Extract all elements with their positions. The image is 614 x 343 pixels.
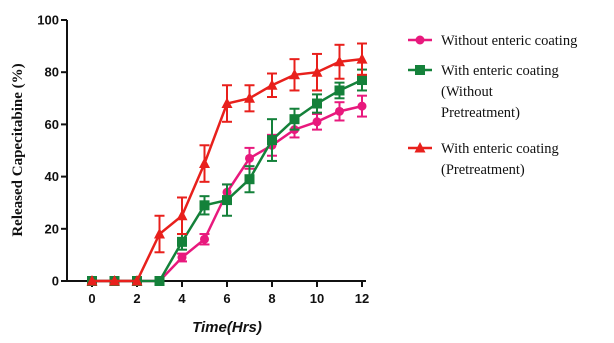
y-tick-label: 40 [45,169,59,184]
data-point [311,66,323,77]
x-tick-label: 0 [88,291,95,306]
legend-label: (Pretreatment) [441,162,525,178]
y-tick-label: 20 [45,221,59,236]
x-tick-label: 12 [355,291,369,306]
data-point [131,275,143,286]
data-point [244,174,255,185]
y-tick-label: 100 [37,13,59,28]
data-point [335,106,344,116]
y-tick-label: 80 [45,65,59,80]
data-point [244,92,255,103]
data-point [312,98,322,109]
data-point [222,195,232,206]
data-point [221,97,233,109]
data-point [289,68,300,80]
data-point [154,276,165,286]
x-axis-title: Time(Hrs) [192,319,262,336]
legend-label: Without enteric coating [441,33,577,49]
x-tick-label: 4 [178,291,186,306]
data-point [176,209,188,221]
data-point [199,200,210,211]
series-3 [86,42,368,286]
data-point [267,135,277,146]
legend-item-1: Without enteric coating [408,33,577,49]
legend-label: (Without [441,84,493,100]
data-point [357,101,367,111]
x-tick-label: 2 [133,291,140,306]
x-tick-label: 8 [268,291,275,306]
data-point [334,55,345,67]
data-point [357,75,367,86]
legend-marker [414,142,426,153]
data-point [334,85,345,96]
data-point [154,228,165,239]
data-point [177,236,187,247]
data-point [312,117,322,127]
data-point [289,114,300,125]
legend-item-2: With enteric coating (Without Pretreatment… [408,63,559,121]
x-tick-label: 10 [310,291,324,306]
legend-label: Pretreatment) [441,105,520,121]
data-point [109,275,120,286]
series-layer [86,42,368,286]
data-point [245,153,254,163]
x-tick-label: 6 [223,291,230,306]
y-axis-title: Released Capecitabine (%) [10,63,26,236]
data-point [86,275,98,286]
legend-marker [415,65,425,75]
data-point [199,157,210,169]
y-tick-label: 60 [45,117,59,132]
legend-label: With enteric coating [441,63,559,79]
legend: Without enteric coating With enteric coat… [408,33,577,178]
data-point [356,53,368,64]
y-tick-label: 0 [52,274,59,289]
data-point [266,79,278,90]
data-point [177,253,187,263]
legend-marker [415,35,425,45]
legend-item-3: With enteric coating (Pretreatment) [408,141,559,178]
data-point [200,234,209,244]
axes: 0 20 40 60 80 100 0 2 4 6 8 10 12 [37,13,369,307]
legend-label: With enteric coating [441,141,559,157]
